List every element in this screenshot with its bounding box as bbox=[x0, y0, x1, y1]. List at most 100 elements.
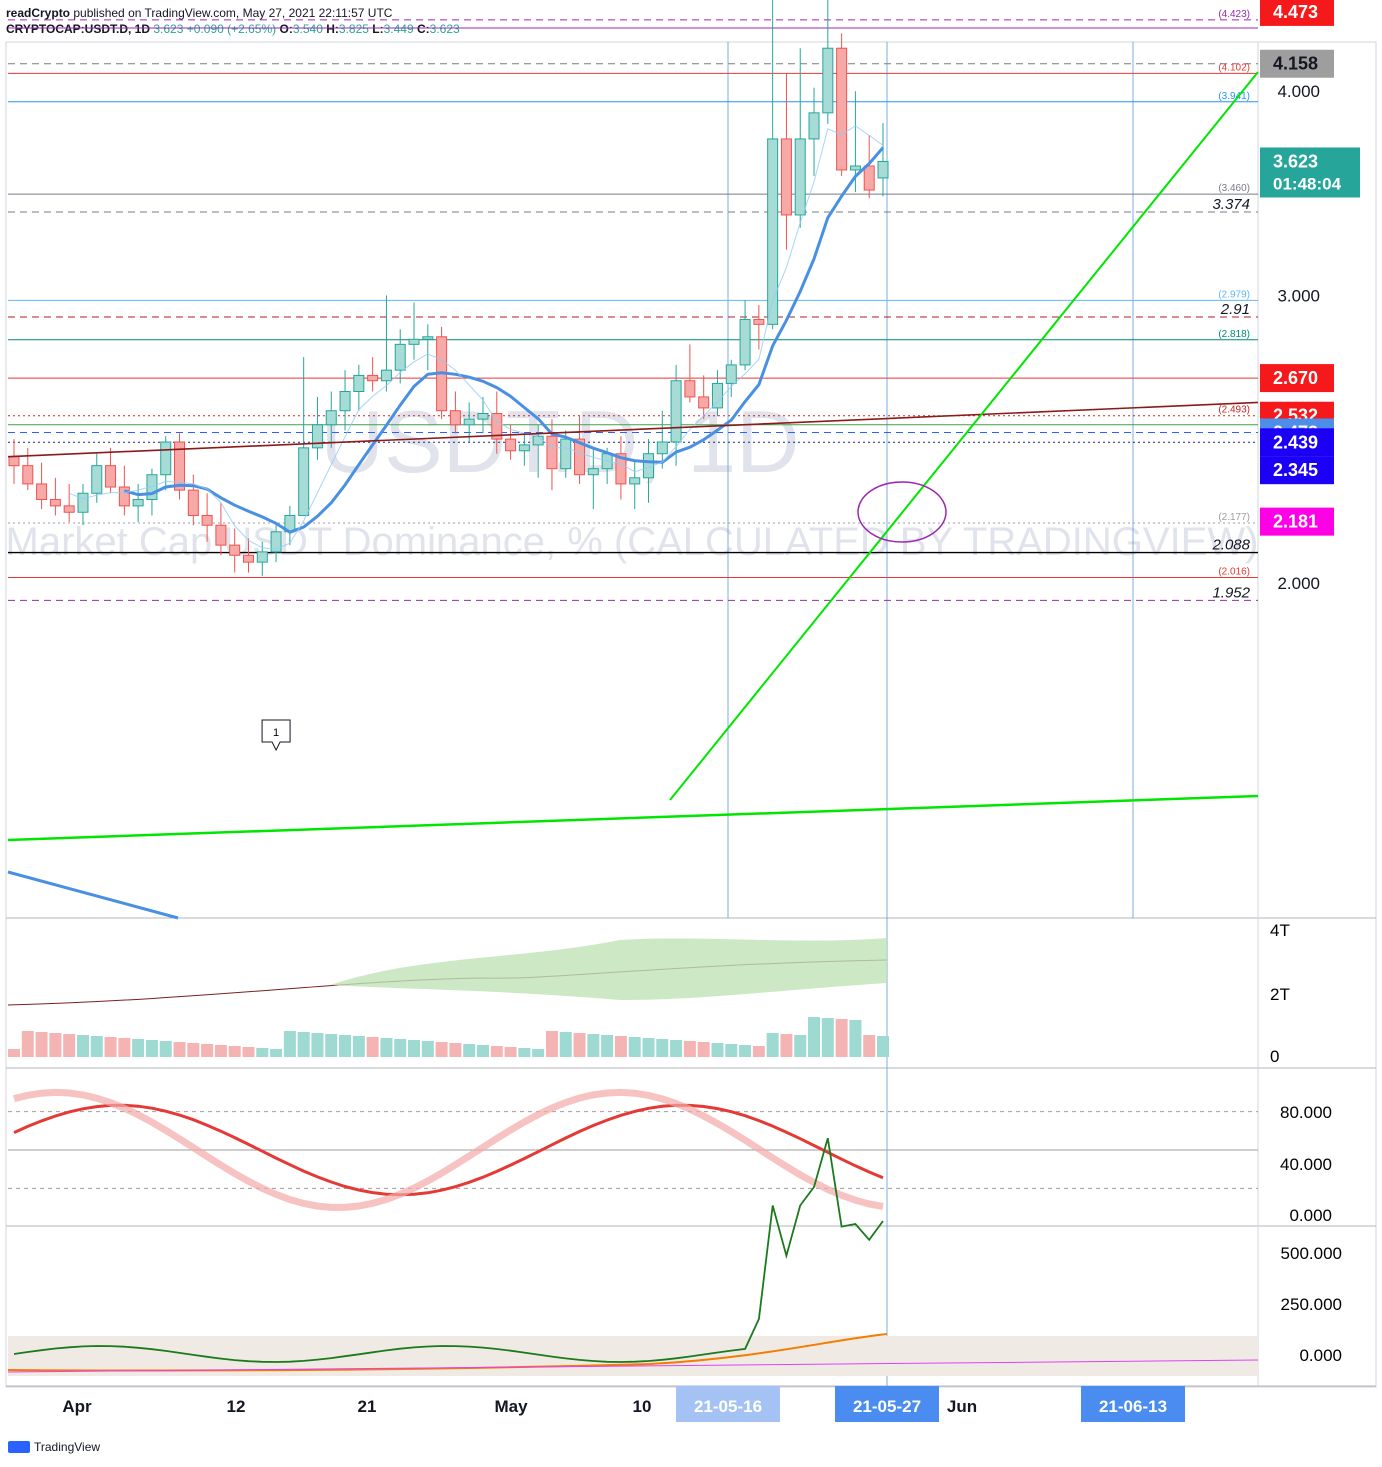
volume-bar bbox=[449, 1043, 462, 1057]
high-value: 3.825 bbox=[338, 22, 369, 36]
volume-bar bbox=[545, 1031, 558, 1057]
volume-bar bbox=[311, 1033, 324, 1057]
time-axis-label: 21 bbox=[358, 1397, 377, 1416]
candle-body bbox=[242, 554, 254, 563]
level-label: 2.088 bbox=[1211, 537, 1250, 554]
price-label: 2.181 bbox=[1273, 512, 1318, 532]
level-label: (4.423) bbox=[1218, 9, 1250, 20]
osc-slow-line bbox=[7, 1359, 1259, 1373]
volume-bar bbox=[863, 1035, 876, 1057]
price-label: 2.439 bbox=[1273, 432, 1318, 452]
volume-bar bbox=[187, 1043, 200, 1057]
volume-bar bbox=[132, 1039, 145, 1057]
volume-bar bbox=[573, 1033, 586, 1057]
price-label: 4.158 bbox=[1273, 54, 1318, 74]
volume-bar bbox=[559, 1032, 572, 1057]
volume-bar bbox=[780, 1034, 793, 1057]
last-price: 3.623 bbox=[153, 22, 184, 36]
price-label-box bbox=[1260, 428, 1334, 457]
support-trend-line bbox=[7, 794, 1259, 842]
volume-axis-label: 4T bbox=[1270, 921, 1290, 940]
candle-body bbox=[63, 505, 75, 513]
candle-body bbox=[532, 435, 544, 446]
volume-bar bbox=[49, 1033, 62, 1057]
price-label-box bbox=[1260, 456, 1334, 485]
osc-axis-label: 0.000 bbox=[1299, 1346, 1342, 1365]
volume-bar bbox=[325, 1034, 338, 1057]
volume-bar bbox=[228, 1046, 241, 1057]
volume-bar bbox=[145, 1040, 158, 1057]
close-label: C: bbox=[416, 22, 430, 36]
low-value: 3.449 bbox=[383, 22, 414, 36]
candle-body bbox=[394, 343, 406, 371]
price-label-box bbox=[1260, 49, 1334, 78]
volume-bar bbox=[490, 1046, 503, 1057]
time-axis-label: Apr bbox=[62, 1397, 92, 1416]
candle-body bbox=[367, 374, 379, 382]
candle-body bbox=[670, 380, 682, 443]
volume-bar bbox=[752, 1046, 765, 1057]
candle-body bbox=[505, 438, 517, 452]
level-label: (2.016) bbox=[1218, 566, 1250, 577]
candle-body bbox=[105, 465, 117, 488]
publisher-name[interactable]: readCrypto bbox=[6, 6, 71, 20]
time-axis-label: 12 bbox=[227, 1397, 246, 1416]
volume-bar bbox=[118, 1038, 131, 1057]
volume-bar bbox=[808, 1017, 821, 1057]
stoch-d-line bbox=[13, 1103, 884, 1197]
date-highlight-box bbox=[676, 1386, 780, 1422]
publish-line: readCrypto published on TradingView.com,… bbox=[6, 6, 392, 20]
candle-body bbox=[353, 374, 365, 392]
candle-body bbox=[160, 441, 172, 476]
volume-bar bbox=[242, 1047, 255, 1057]
level-label: (3.460) bbox=[1218, 183, 1250, 194]
level-label: (2.493) bbox=[1218, 405, 1250, 416]
volume-bar bbox=[504, 1047, 517, 1057]
level-label: (2.177) bbox=[1218, 512, 1250, 523]
candle-body bbox=[863, 165, 875, 191]
volume-bar bbox=[670, 1040, 683, 1057]
high-label: H: bbox=[326, 22, 339, 36]
candle-body bbox=[49, 499, 61, 507]
tradingview-logo-icon bbox=[8, 1441, 30, 1453]
fast-ma-line bbox=[123, 146, 885, 534]
candle-body bbox=[463, 418, 475, 426]
volume-bar bbox=[849, 1020, 862, 1057]
volume-bar bbox=[90, 1036, 103, 1057]
date-highlight-box bbox=[1081, 1386, 1185, 1422]
candle-body bbox=[574, 438, 586, 476]
volume-bar bbox=[711, 1043, 724, 1057]
volume-bar bbox=[297, 1032, 310, 1057]
candle-body bbox=[449, 410, 461, 426]
volume-bar bbox=[739, 1045, 752, 1057]
volume-bar bbox=[256, 1048, 269, 1057]
candle-body bbox=[132, 499, 144, 507]
candle-body bbox=[201, 514, 213, 526]
candle-body bbox=[339, 390, 351, 412]
candle-body bbox=[22, 465, 34, 485]
candle-body bbox=[546, 435, 558, 470]
time-axis-label: 21-05-27 bbox=[853, 1397, 921, 1416]
close-value: 3.623 bbox=[429, 22, 460, 36]
osc-axis-label: 250.000 bbox=[1281, 1295, 1342, 1314]
volume-bar bbox=[201, 1044, 214, 1057]
volume-bar bbox=[339, 1035, 352, 1057]
volume-bar bbox=[518, 1048, 531, 1057]
volume-band bbox=[330, 938, 887, 1000]
volume-bar bbox=[601, 1035, 614, 1057]
short-ma-line bbox=[69, 125, 884, 550]
price-label-box bbox=[1260, 507, 1334, 536]
volume-bar bbox=[21, 1031, 34, 1057]
volume-bar bbox=[352, 1036, 365, 1057]
level-label: (4.102) bbox=[1218, 62, 1250, 73]
candle-body bbox=[794, 138, 806, 216]
highlight-circle bbox=[857, 481, 947, 543]
candle-body bbox=[491, 413, 503, 440]
price-tick-label: 2.000 bbox=[1277, 574, 1320, 593]
price-label: 4.473 bbox=[1273, 2, 1318, 22]
open-value: 3.540 bbox=[292, 22, 323, 36]
volume-bar bbox=[435, 1042, 448, 1057]
volume-bar bbox=[532, 1049, 545, 1057]
osc-axis-label: 500.000 bbox=[1281, 1244, 1342, 1263]
